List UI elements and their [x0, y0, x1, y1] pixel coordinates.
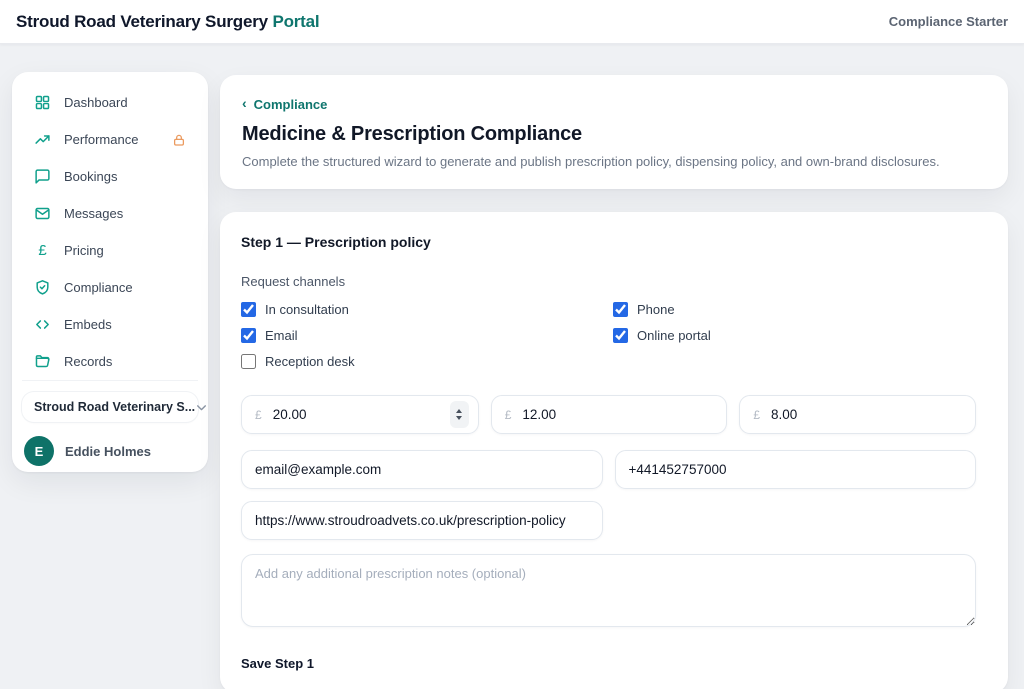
- sidebar: Dashboard Performance Bookings Messages: [12, 72, 208, 472]
- checkbox-label: Online portal: [637, 328, 711, 343]
- policy-url-field-wrap: [241, 501, 603, 540]
- notes-area: [241, 554, 976, 632]
- trending-up-icon: [34, 131, 51, 148]
- mail-icon: [34, 205, 51, 222]
- checkbox-in-consultation[interactable]: In consultation: [241, 302, 613, 317]
- user-name: Eddie Holmes: [65, 443, 151, 459]
- sidebar-item-records[interactable]: Records: [22, 343, 198, 380]
- checkbox-label: Phone: [637, 302, 675, 317]
- sidebar-item-label: Bookings: [64, 169, 118, 184]
- page-header-card: ‹ Compliance Medicine & Prescription Com…: [220, 75, 1008, 189]
- sidebar-item-label: Records: [64, 354, 113, 369]
- sidebar-item-embeds[interactable]: Embeds: [22, 306, 198, 343]
- reception-desk-checkbox[interactable]: [241, 354, 256, 369]
- request-channels-group: In consultation Phone Email Online porta…: [241, 302, 976, 369]
- app-title-accent: Portal: [272, 11, 320, 31]
- checkbox-online-portal[interactable]: Online portal: [613, 328, 976, 343]
- lock-icon: [172, 133, 186, 147]
- currency-prefix: £: [753, 407, 761, 422]
- fee-input-3[interactable]: [771, 407, 966, 422]
- chat-bubble-icon: [34, 168, 51, 185]
- fees-row: £ £ £: [241, 395, 976, 434]
- practice-selector[interactable]: Stroud Road Veterinary S...: [22, 392, 207, 422]
- currency-prefix: £: [255, 407, 262, 422]
- fee-input-1[interactable]: [272, 407, 450, 422]
- save-step-1-button[interactable]: Save Step 1: [241, 656, 314, 671]
- phone-field[interactable]: [628, 462, 966, 477]
- fee-field-3: £: [739, 395, 976, 434]
- online-portal-checkbox[interactable]: [613, 328, 628, 343]
- email-field-wrap: [241, 450, 603, 489]
- prescription-notes-textarea[interactable]: [241, 554, 976, 627]
- chevron-down-icon: [195, 401, 208, 414]
- fee-field-2: £: [490, 395, 728, 434]
- checkbox-reception-desk[interactable]: Reception desk: [241, 354, 613, 369]
- sidebar-item-bookings[interactable]: Bookings: [22, 158, 198, 195]
- practice-selector-value: Stroud Road Veterinary S...: [34, 400, 196, 414]
- app-title-main: Stroud Road Veterinary Surgery: [16, 11, 268, 31]
- sidebar-item-label: Dashboard: [64, 95, 128, 110]
- sidebar-item-performance[interactable]: Performance: [22, 121, 198, 158]
- main-content: ‹ Compliance Medicine & Prescription Com…: [220, 75, 1008, 689]
- email-checkbox[interactable]: [241, 328, 256, 343]
- pound-icon: £: [38, 242, 47, 259]
- shield-check-icon: [34, 279, 51, 296]
- phone-field-wrap: [614, 450, 976, 489]
- currency-prefix: £: [504, 407, 512, 422]
- sidebar-item-pricing[interactable]: £ Pricing: [22, 232, 198, 269]
- fee-field-1: £: [241, 395, 479, 434]
- checkbox-email[interactable]: Email: [241, 328, 613, 343]
- sidebar-item-label: Embeds: [64, 317, 112, 332]
- breadcrumb[interactable]: ‹ Compliance: [242, 95, 328, 112]
- user-row[interactable]: E Eddie Holmes: [22, 436, 198, 466]
- sidebar-item-compliance[interactable]: Compliance: [22, 269, 198, 306]
- avatar: E: [24, 436, 54, 466]
- url-row: [241, 501, 603, 540]
- fee-input-2[interactable]: [522, 407, 718, 422]
- number-stepper[interactable]: [449, 401, 469, 428]
- checkbox-label: Reception desk: [265, 354, 355, 369]
- step-heading: Step 1 — Prescription policy: [241, 234, 431, 250]
- email-field[interactable]: [255, 462, 593, 477]
- request-channels-label: Request channels: [241, 274, 346, 289]
- sidebar-item-label: Compliance: [64, 280, 133, 295]
- sidebar-bottom: Stroud Road Veterinary S... E Eddie Holm…: [22, 380, 207, 466]
- sidebar-item-label: Performance: [64, 132, 139, 147]
- folder-icon: [34, 353, 51, 370]
- sidebar-item-label: Pricing: [64, 243, 104, 258]
- breadcrumb-label: Compliance: [253, 96, 328, 112]
- code-icon: [34, 316, 51, 333]
- checkbox-phone[interactable]: Phone: [613, 302, 976, 317]
- step-1-card: Step 1 — Prescription policy Request cha…: [220, 212, 1008, 689]
- app-title: Stroud Road Veterinary Surgery Portal: [16, 11, 320, 32]
- phone-checkbox[interactable]: [613, 302, 628, 317]
- checkbox-label: In consultation: [265, 302, 349, 317]
- checkbox-label: Email: [265, 328, 298, 343]
- policy-url-field[interactable]: [255, 513, 593, 528]
- sidebar-item-dashboard[interactable]: Dashboard: [22, 84, 198, 121]
- in-consultation-checkbox[interactable]: [241, 302, 256, 317]
- contact-row: [241, 450, 976, 489]
- dashboard-grid-icon: [34, 94, 51, 111]
- page-subtitle: Complete the structured wizard to genera…: [242, 154, 940, 169]
- page-title: Medicine & Prescription Compliance: [242, 123, 582, 145]
- sidebar-item-messages[interactable]: Messages: [22, 195, 198, 232]
- sidebar-item-label: Messages: [64, 206, 124, 221]
- chevron-left-icon: ‹: [242, 95, 247, 111]
- plan-badge: Compliance Starter: [888, 14, 1008, 29]
- top-bar: Stroud Road Veterinary Surgery Portal Co…: [0, 0, 1024, 44]
- page-body: Dashboard Performance Bookings Messages: [0, 44, 1024, 689]
